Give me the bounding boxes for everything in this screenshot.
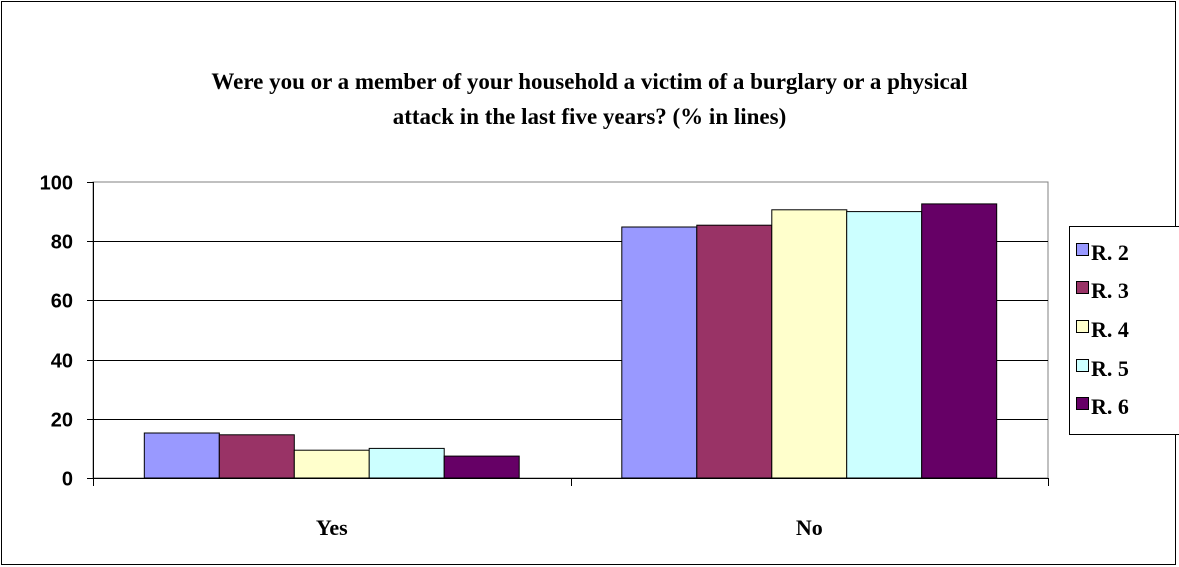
bar-no-r5 xyxy=(846,211,923,479)
legend: R. 2 R. 3 R. 4 R. 5 R. 6 xyxy=(1069,226,1179,435)
legend-item-r3: R. 3 xyxy=(1076,273,1129,309)
legend-swatch-r5 xyxy=(1076,359,1089,372)
bar-no-r4 xyxy=(771,209,848,479)
legend-swatch-r6 xyxy=(1076,397,1089,410)
legend-item-r5: R. 5 xyxy=(1076,351,1129,387)
y-tick-label-80: 80 xyxy=(51,232,73,254)
y-tick-label-60: 60 xyxy=(51,291,73,313)
bar-yes-r5 xyxy=(368,447,445,479)
chart-title: Were you or a member of your household a… xyxy=(0,64,1179,134)
bar-no-r6 xyxy=(921,203,998,479)
x-tick-labels: Yes No xyxy=(316,515,823,540)
legend-swatch-r3 xyxy=(1076,281,1089,294)
y-tick-label-40: 40 xyxy=(51,351,73,373)
legend-swatch-r4 xyxy=(1076,320,1089,333)
chart-title-line-1: Were you or a member of your household a… xyxy=(211,69,968,94)
y-tick-labels: 0 20 40 60 80 100 xyxy=(40,173,73,491)
legend-swatch-r2 xyxy=(1076,243,1089,256)
legend-item-r6: R. 6 xyxy=(1076,389,1129,425)
bar-yes-r6 xyxy=(443,455,520,479)
legend-label-r3: R. 3 xyxy=(1091,278,1129,303)
bar-yes-r2 xyxy=(143,432,220,479)
y-tick-label-100: 100 xyxy=(40,173,73,195)
legend-label-r5: R. 5 xyxy=(1091,356,1129,381)
y-tick-label-0: 0 xyxy=(62,469,73,491)
legend-label-r6: R. 6 xyxy=(1091,394,1129,419)
bar-yes-r3 xyxy=(218,434,295,479)
bar-no-r2 xyxy=(621,226,698,479)
chart-title-line-2: attack in the last five years? (% in lin… xyxy=(392,104,787,129)
legend-label-r2: R. 2 xyxy=(1091,240,1129,265)
legend-item-r4: R. 4 xyxy=(1076,312,1129,348)
axes xyxy=(87,182,1049,486)
legend-label-r4: R. 4 xyxy=(1091,317,1129,342)
legend-item-r2: R. 2 xyxy=(1076,235,1129,271)
bar-no-r3 xyxy=(696,224,773,479)
y-tick-label-20: 20 xyxy=(51,410,73,432)
bar-yes-r4 xyxy=(293,449,370,479)
x-tick-label-yes: Yes xyxy=(316,515,348,540)
x-tick-label-no: No xyxy=(796,515,823,540)
